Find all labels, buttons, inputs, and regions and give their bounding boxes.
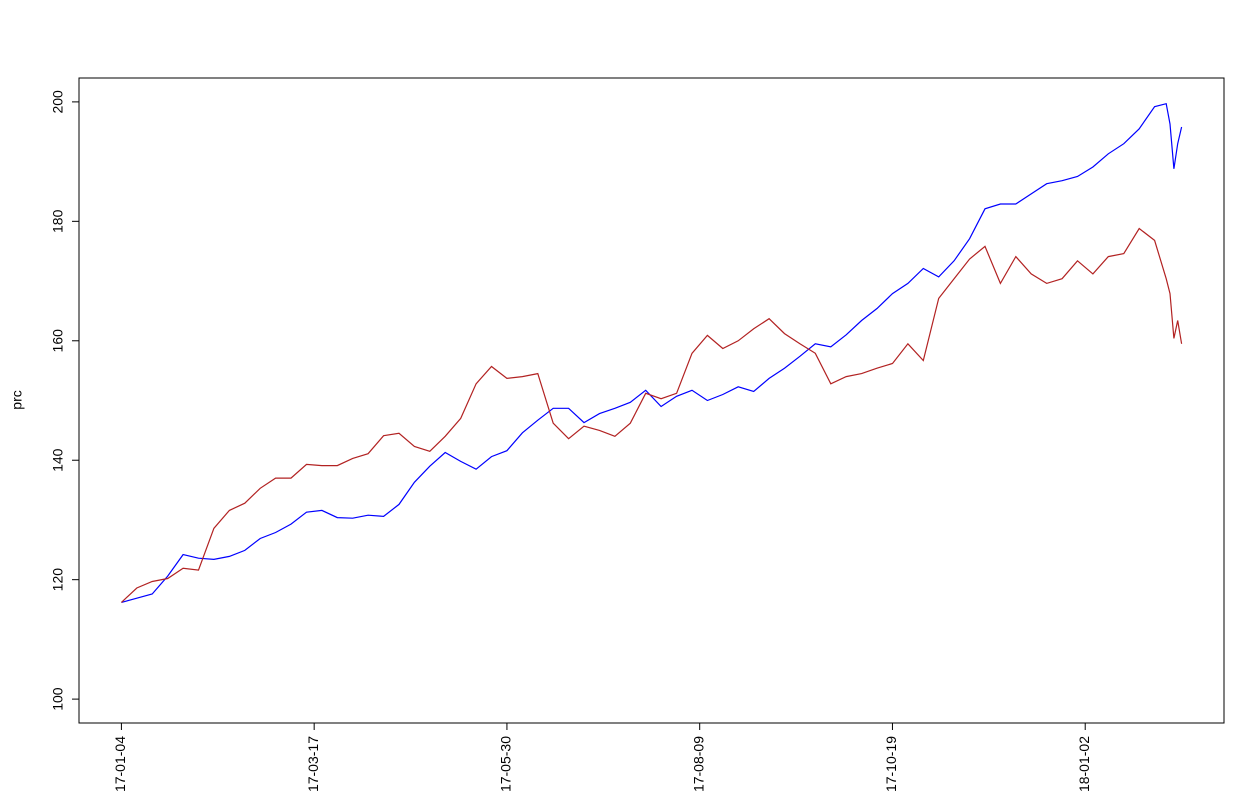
y-tick-label: 180 — [50, 209, 66, 233]
x-tick-label: 17-01-04 — [112, 736, 128, 792]
plot-frame — [78, 77, 1225, 724]
y-axis-label: prc — [9, 390, 25, 409]
x-tick-label: 17-10-19 — [883, 736, 899, 792]
y-tick-label: 100 — [50, 687, 66, 711]
y-tick-label: 140 — [50, 448, 66, 472]
price-line — [121, 102, 1183, 603]
x-tick-label: 17-03-17 — [305, 736, 321, 792]
y-tick-label: 200 — [50, 90, 66, 114]
x-tick-label: 18-01-02 — [1076, 736, 1092, 792]
x-tick-label: 17-08-09 — [690, 736, 706, 792]
y-tick-label: 160 — [50, 329, 66, 353]
y-tick-label: 120 — [50, 568, 66, 592]
price-line — [120, 227, 1183, 603]
x-tick-label: 17-05-30 — [498, 736, 514, 792]
